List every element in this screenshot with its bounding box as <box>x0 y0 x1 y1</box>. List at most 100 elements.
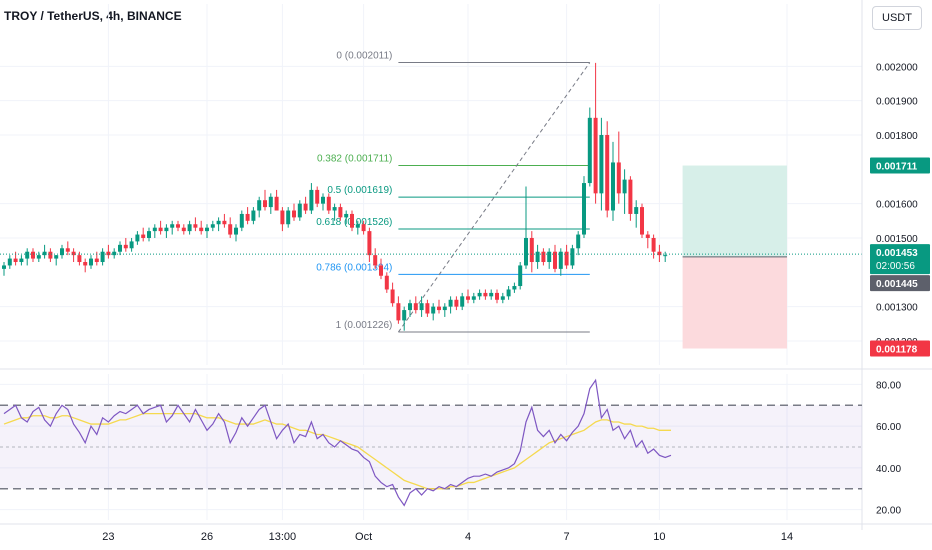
candle-body <box>524 237 528 266</box>
candle-body <box>60 248 64 256</box>
price-tick-label: 0.001300 <box>876 303 918 314</box>
candle-body <box>280 210 285 225</box>
candle-body <box>570 248 575 266</box>
candle-body <box>576 234 581 249</box>
candle-body <box>83 262 88 266</box>
fib-level-label: 0 (0.002011) <box>336 51 392 62</box>
rsi-tick-label: 60.00 <box>876 422 901 433</box>
symbol-name[interactable]: TROY / TetherUS <box>4 9 100 23</box>
time-tick-label: 13:00 <box>269 531 297 543</box>
interval-label[interactable]: 4h <box>106 9 121 23</box>
time-tick-label: 14 <box>781 531 793 543</box>
rsi-tick-label: 20.00 <box>876 506 901 517</box>
candle-body <box>42 251 47 256</box>
candle-body <box>94 258 99 263</box>
candle-body <box>199 227 204 232</box>
fib-level-label: 0.618 (0.001526) <box>316 217 392 228</box>
candle-body <box>651 237 656 252</box>
candle-body <box>135 234 140 242</box>
candle-body <box>268 196 273 208</box>
rsi-band-fill <box>0 405 862 489</box>
candle-body <box>13 258 18 263</box>
fib-level-label: 0.382 (0.001711) <box>317 154 392 165</box>
candle-body <box>309 189 314 211</box>
fib-level-label: 0.786 (0.001394) <box>316 262 392 273</box>
candle-body <box>257 200 262 211</box>
candle-body <box>628 179 633 214</box>
candle-body <box>54 255 59 259</box>
candle-body <box>547 251 552 263</box>
price-tick-label: 0.002000 <box>876 62 918 73</box>
currency-button[interactable]: USDT <box>872 6 922 30</box>
candle-body <box>506 289 511 297</box>
candle-body <box>645 234 650 238</box>
candle-body <box>326 196 331 211</box>
time-tick-label: Oct <box>355 531 372 543</box>
candle-body <box>286 210 291 225</box>
rsi-axis: 80.00 60.00 40.00 20.00 <box>876 380 901 516</box>
candle-body <box>170 224 175 228</box>
candle-body <box>210 224 215 228</box>
candle-body <box>158 227 163 232</box>
candle-body <box>297 203 302 218</box>
price-axis: 0.002000 0.001900 0.001800 0.001600 0.001500… <box>876 62 918 348</box>
candle-body <box>657 251 662 256</box>
current-price-label-bg <box>870 244 930 275</box>
current-price-label: 0.001453 <box>876 248 918 259</box>
candle-body <box>361 224 366 232</box>
rsi-tick-label: 80.00 <box>876 380 901 391</box>
candles <box>2 62 668 331</box>
candle-body <box>390 289 395 304</box>
candle-body <box>129 241 134 249</box>
candle-body <box>31 251 35 259</box>
candle-body <box>216 220 221 225</box>
candle-body <box>187 224 192 232</box>
candle-body <box>222 220 227 225</box>
fib-level-label: 1 (0.001226) <box>336 320 393 331</box>
price-tick-label: 0.001600 <box>876 200 918 211</box>
candle-body <box>413 303 418 311</box>
candle-body <box>7 258 12 266</box>
candle-body <box>112 251 117 256</box>
candle-body <box>205 227 209 232</box>
candle-body <box>2 265 6 269</box>
candle-body <box>500 296 505 300</box>
candle-body <box>454 299 459 307</box>
entry-price-label-bg <box>870 275 930 292</box>
candle-body <box>141 234 146 238</box>
candle-body <box>471 296 476 300</box>
candle-body <box>611 162 615 211</box>
candle-body <box>477 292 482 297</box>
candle-body <box>77 255 82 263</box>
fib-trend-line <box>397 62 591 333</box>
candle-body <box>442 306 447 311</box>
candle-body <box>379 265 383 276</box>
candle-body <box>622 179 627 194</box>
candle-body <box>251 210 256 221</box>
candle-body <box>338 207 343 218</box>
time-tick-label: 26 <box>201 531 213 543</box>
fib-level-label: 0.5 (0.001619) <box>327 185 392 196</box>
candle-body <box>303 203 308 211</box>
candle-body <box>106 251 111 256</box>
rsi-line <box>3 378 672 507</box>
candle-body <box>344 213 349 218</box>
candle-body <box>541 251 546 263</box>
candle-body <box>321 196 325 204</box>
profit-zone <box>682 165 787 257</box>
candle-body <box>48 251 53 259</box>
candle-body <box>663 255 668 257</box>
candle-body <box>425 303 430 314</box>
candle-body <box>245 213 250 221</box>
candle-body <box>605 134 610 211</box>
candle-body <box>466 296 470 300</box>
candle-body <box>350 213 354 228</box>
candle-body <box>587 117 592 184</box>
candle-body <box>234 227 238 235</box>
candle-body <box>228 224 233 235</box>
candle-body <box>616 162 621 194</box>
time-tick-label: 7 <box>564 531 570 543</box>
candle-body <box>634 207 639 214</box>
fibonacci-retracement: 0 (0.002011) 0.382 (0.001711) 0.5 (0.00161… <box>316 51 591 333</box>
